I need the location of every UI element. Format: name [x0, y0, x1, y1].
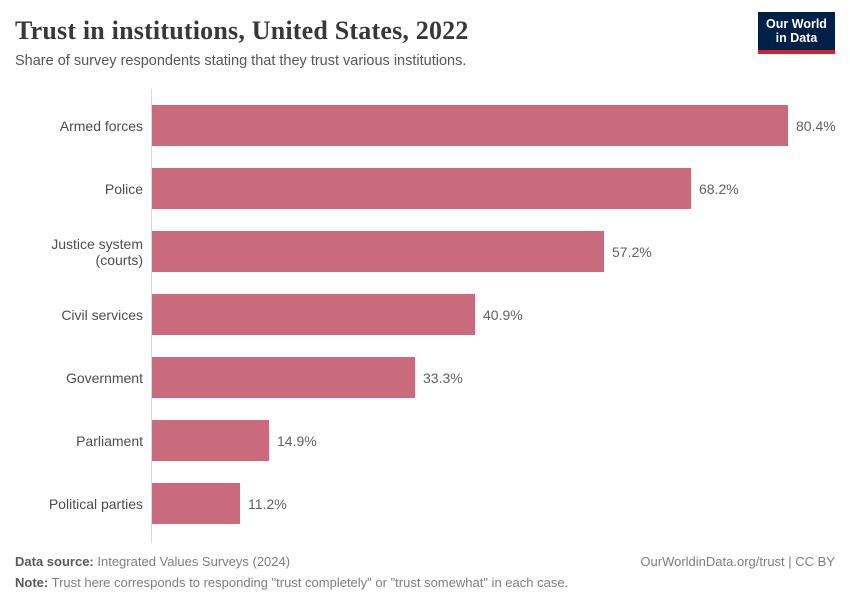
bar[interactable] — [151, 231, 604, 273]
value-label: 68.2% — [699, 180, 739, 197]
attribution-link[interactable]: OurWorldinData.org/trust | CC BY — [640, 554, 835, 570]
bar-area: 40.9% — [151, 294, 835, 336]
bar[interactable] — [151, 420, 269, 462]
chart-header: Trust in institutions, United States, 20… — [15, 12, 835, 70]
value-label: 11.2% — [248, 495, 287, 512]
data-source-value: Integrated Values Surveys (2024) — [97, 554, 291, 570]
bar[interactable] — [151, 294, 475, 336]
value-label: 14.9% — [277, 432, 317, 449]
bar-area: 57.2% — [151, 231, 835, 273]
bar-area: 14.9% — [151, 420, 835, 462]
chart-row: Armed forces 80.4% — [15, 94, 836, 157]
chart-row: Police 68.2% — [15, 157, 835, 220]
chart-row: Civil services 40.9% — [15, 283, 835, 346]
category-label: Parliament — [76, 432, 143, 449]
value-label: 33.3% — [423, 369, 463, 386]
value-label: 40.9% — [483, 306, 523, 323]
bar[interactable] — [151, 357, 415, 399]
data-source-label: Data source: — [15, 554, 94, 570]
note-value: Trust here corresponds to responding "tr… — [51, 575, 569, 591]
note-label: Note: — [15, 575, 49, 591]
data-source-line: Data source: Integrated Values Surveys (… — [15, 552, 568, 573]
note-line: Note: Trust here corresponds to respondi… — [15, 573, 568, 594]
bar[interactable] — [151, 105, 788, 147]
chart-footer: Data source: Integrated Values Surveys (… — [15, 552, 835, 594]
bar-area: 80.4% — [151, 105, 836, 147]
category-label: Civil services — [61, 306, 143, 323]
category-label: Government — [65, 369, 143, 386]
category-label: Armed forces — [59, 117, 143, 134]
value-label: 80.4% — [796, 117, 836, 134]
category-label: Justice system (courts) — [51, 235, 143, 268]
bar-area: 68.2% — [151, 168, 835, 210]
page-title: Trust in institutions, United States, 20… — [15, 16, 469, 45]
chart-row: Parliament 14.9% — [15, 409, 835, 472]
category-label: Political parties — [48, 495, 143, 512]
chart-rows: Armed forces 80.4% Police 68.2% Justice syst… — [15, 94, 836, 535]
chart-row: Political parties 11.2% — [15, 472, 835, 535]
category-label: Police — [104, 180, 143, 197]
chart-row: Government 33.3% — [15, 346, 835, 409]
bar-area: 11.2% — [151, 483, 835, 525]
chart-subtitle: Share of survey respondents stating that… — [15, 52, 467, 69]
chart-row: Justice system (courts) 57.2% — [15, 220, 835, 283]
owid-logo-line1: Our World — [766, 17, 827, 31]
owid-logo-line2: in Data — [775, 31, 818, 45]
value-label: 57.2% — [612, 243, 652, 260]
bar-chart: Armed forces 80.4% Police 68.2% Justice syst… — [15, 89, 836, 544]
footer-notes: Data source: Integrated Values Surveys (… — [15, 552, 568, 594]
owid-logo[interactable]: Our World in Data — [758, 12, 835, 54]
bar[interactable] — [151, 168, 691, 210]
bar-area: 33.3% — [151, 357, 835, 399]
bar[interactable] — [151, 483, 240, 525]
